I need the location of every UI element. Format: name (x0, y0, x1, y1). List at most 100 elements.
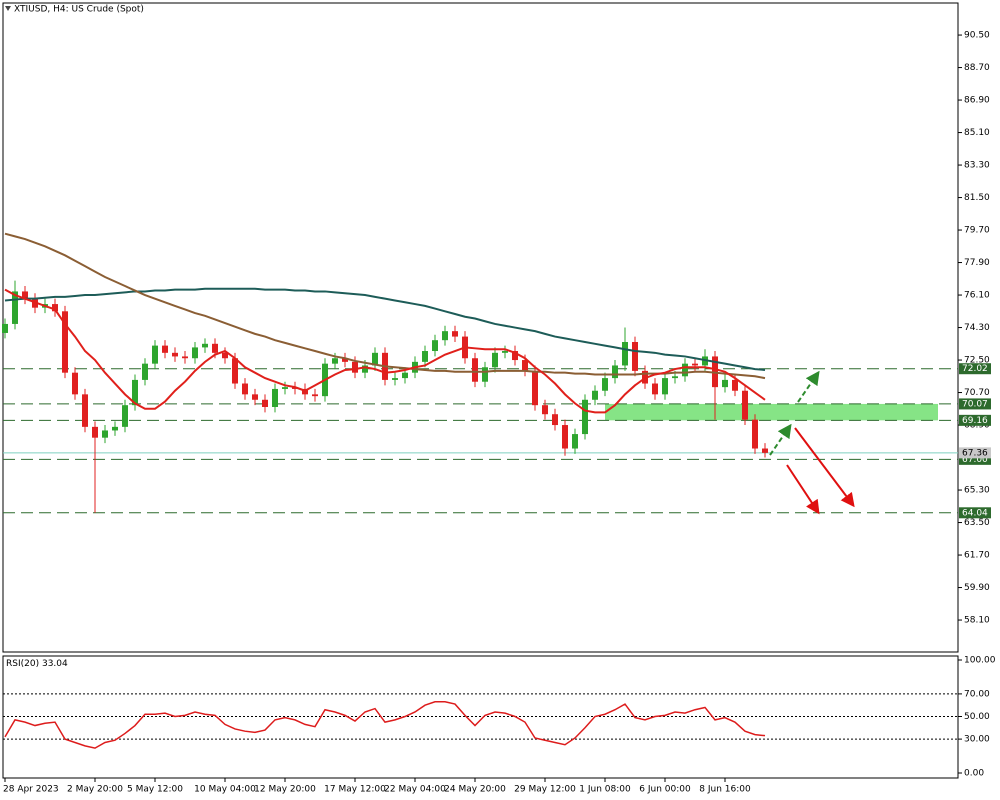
level-label-box (959, 453, 991, 465)
candle-body (662, 378, 668, 395)
candle-body (352, 361, 358, 373)
rsi-y-tick-label: 0.00 (964, 769, 984, 779)
arrow-up (797, 370, 820, 403)
candle-body (132, 379, 138, 406)
x-tick-label: 2 May 20:00 (67, 785, 123, 795)
candle-body (672, 376, 678, 379)
moving-average (4, 232, 766, 380)
x-tick-label: 24 May 20:00 (444, 785, 506, 795)
rsi-y-tick-label: 70.00 (964, 689, 990, 699)
candle-body (582, 399, 588, 435)
candle-body (282, 387, 288, 389)
candle-body (342, 358, 348, 362)
symbol-icon (5, 6, 11, 11)
candle-body (242, 383, 248, 395)
candle-body (72, 372, 78, 395)
level-label: 72.02 (962, 364, 988, 374)
candle-body (172, 352, 178, 357)
x-tick-label: 29 May 12:00 (514, 785, 576, 795)
x-tick-label: 28 Apr 2023 (3, 785, 59, 795)
moving-average (4, 287, 766, 371)
candle-body (632, 341, 638, 371)
candle-body (692, 363, 698, 366)
candle-body (252, 394, 258, 400)
x-tick-label: 10 May 04:00 (194, 785, 256, 795)
y-tick-label: 77.90 (964, 258, 990, 268)
candle-body (432, 340, 438, 352)
y-tick-label: 88.70 (964, 63, 990, 73)
arrow-down (794, 427, 855, 508)
candle-body (502, 351, 508, 353)
x-tick-label: 17 May 12:00 (324, 785, 386, 795)
chart-title: XTIUSD, H4: US Crude (Spot) (14, 5, 144, 15)
candle-body (562, 425, 568, 449)
candle-body (52, 304, 58, 312)
y-tick-label: 79.70 (964, 226, 990, 236)
rsi-line (4, 701, 766, 749)
level-label: 64.04 (962, 508, 988, 518)
candle-body (572, 434, 578, 449)
candle-body (602, 378, 608, 391)
candle-body (62, 311, 68, 373)
candle-body (622, 341, 628, 366)
rsi-last-value: 33.04 (42, 659, 68, 669)
level-label: 70.07 (962, 399, 988, 409)
y-tick-label: 90.50 (964, 31, 990, 41)
level-label-box (959, 507, 991, 519)
level-label: 69.16 (962, 416, 988, 426)
y-tick-label: 70.70 (964, 388, 990, 398)
candle-body (732, 379, 738, 391)
y-tick-label: 76.10 (964, 291, 990, 301)
analysis-arrows (769, 370, 855, 515)
candle-body (532, 370, 538, 406)
candle-body (512, 351, 518, 361)
x-tick-label: 6 Jun 00:00 (639, 785, 691, 795)
candle-body (612, 365, 618, 379)
candle-body (492, 352, 498, 368)
candle-body (142, 363, 148, 380)
level-label-box (959, 363, 991, 375)
candle-body (192, 347, 198, 359)
candle-body (372, 352, 378, 366)
candle-body (92, 426, 98, 438)
arrow-up (769, 423, 792, 456)
candle-body (12, 291, 18, 324)
level-label: 67.00 (962, 455, 988, 465)
moving-average (4, 288, 766, 414)
y-tick-label: 81.50 (964, 193, 990, 203)
candle-body (552, 414, 558, 426)
candle-body (102, 430, 108, 438)
candle-body (272, 388, 278, 407)
candle-body (182, 356, 188, 359)
candle-body (22, 291, 28, 299)
candle-body (652, 383, 658, 395)
rsi-label: RSI(20) 33.04 (6, 659, 68, 669)
rsi-y-tick-label: 100.00 (964, 656, 996, 666)
x-tick-label: 5 May 12:00 (127, 785, 183, 795)
candle-body (422, 351, 428, 362)
candle-body (232, 358, 238, 384)
candle-body (162, 345, 168, 353)
candle-body (522, 360, 528, 371)
x-tick-label: 1 Jun 08:00 (579, 785, 631, 795)
candle-body (222, 352, 228, 359)
candle-body (332, 358, 338, 364)
bid-label: 67.36 (962, 448, 988, 458)
candle-body (262, 399, 268, 407)
candle-body (452, 331, 458, 337)
candle-body (402, 372, 408, 379)
candle-body (472, 358, 478, 382)
candle-body (442, 331, 448, 341)
candle-body (312, 394, 318, 397)
rsi-y-tick-label: 50.00 (964, 712, 990, 722)
y-tick-label: 83.30 (964, 161, 990, 171)
y-tick-label: 61.70 (964, 551, 990, 561)
candle-body (542, 405, 548, 415)
candle-body (682, 363, 688, 377)
candle-body (592, 390, 598, 400)
y-tick-label: 85.10 (964, 128, 990, 138)
y-tick-label: 63.50 (964, 518, 990, 528)
rsi-name: RSI(20) (6, 659, 39, 669)
candle-body (722, 379, 728, 388)
